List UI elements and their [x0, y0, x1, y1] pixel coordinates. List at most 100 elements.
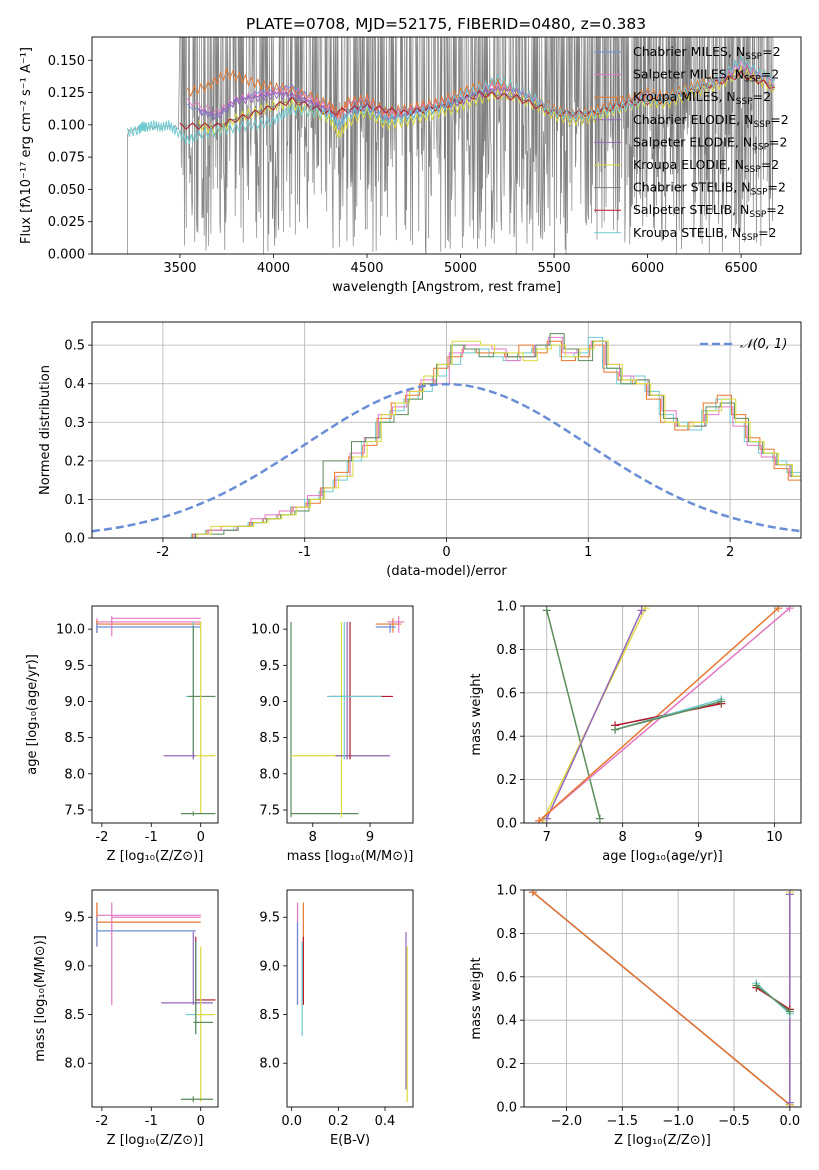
- y-tick-label: 9.0: [64, 695, 85, 710]
- x-axis-label: E(B-V): [330, 1133, 370, 1148]
- y-axis-label: Flux [fλ10⁻¹⁷ erg cm⁻² s⁻¹ A⁻¹]: [19, 47, 34, 244]
- weight-point: [752, 981, 761, 990]
- x-tick-label: 0: [442, 545, 450, 560]
- x-axis-label: Z [log₁₀(Z/Z⊙)]: [107, 1133, 204, 1148]
- y-tick-label: 8.0: [259, 767, 280, 782]
- model-line-5: [198, 64, 776, 138]
- y-tick-label: 0.2: [64, 454, 85, 469]
- y-tick-label: 0.0: [496, 1101, 517, 1116]
- weight-point: [785, 1007, 794, 1016]
- y-tick-label: 0.075: [48, 151, 85, 166]
- y-axis-label: age [log₁₀(age/yr)]: [25, 654, 40, 775]
- x-axis-label: Z [log₁₀(Z/Z⊙)]: [614, 1133, 711, 1148]
- y-tick-label: 0.1: [64, 493, 85, 508]
- y-tick-label: 0.4: [496, 1014, 517, 1029]
- axes-frame: [523, 889, 802, 1108]
- y-tick-label: 8.5: [64, 731, 85, 746]
- axes-frame: [91, 889, 219, 1108]
- gaussian-curve: [92, 382, 801, 533]
- axes-frame: [286, 605, 414, 824]
- mass-EBV-panel: 0.0 0.2 0.4 8.0 8.5 9.0 9.5 E(B-V): [259, 889, 414, 1148]
- y-tick-label: 10.0: [56, 623, 85, 638]
- x-tick-label: 0.2: [328, 1114, 349, 1129]
- model-line-2: [186, 53, 776, 121]
- y-tick-label: 0.8: [496, 927, 517, 942]
- y-tick-label: 9.0: [64, 959, 85, 974]
- legend-label: Kroupa ELODIE, NSSP=2: [633, 157, 779, 175]
- x-tick-label: 9: [694, 830, 702, 845]
- y-tick-label: 0.4: [64, 377, 85, 392]
- x-axis-label: age [log₁₀(age/yr)]: [602, 849, 723, 864]
- y-tick-label: 9.0: [259, 959, 280, 974]
- y-tick-label: 0.100: [48, 118, 85, 133]
- axes-frame: [91, 321, 802, 539]
- y-tick-label: 0.050: [48, 183, 85, 198]
- legend-label: Salpeter ELODIE, NSSP=2: [633, 134, 787, 152]
- x-tick-label: 10: [766, 830, 783, 845]
- x-tick-label: 1: [584, 545, 592, 560]
- y-tick-label: 8.0: [259, 1057, 280, 1072]
- legend-label: Salpeter STELIB, NSSP=2: [633, 202, 785, 220]
- legend-label: Chabrier STELIB, NSSP=2: [633, 180, 786, 198]
- weight-point: [535, 816, 544, 823]
- residual-histogram-4: [97, 340, 801, 538]
- age-mass-plot-area: [290, 616, 405, 818]
- residual-histogram-2: [94, 336, 801, 538]
- x-tick-label: -1: [145, 1114, 158, 1129]
- x-axis-label: wavelength [Angstrom, rest frame]: [332, 280, 561, 295]
- chart-title: PLATE=0708, MJD=52175, FIBERID=0480, z=0…: [246, 15, 646, 33]
- weight-point: [785, 890, 794, 899]
- y-axis-label: mass weight: [469, 957, 484, 1039]
- x-tick-label: 5000: [444, 261, 477, 276]
- y-tick-label: 0.2: [496, 773, 517, 788]
- x-tick-label: −0.5: [718, 1114, 750, 1129]
- weight-age-panel: 7 8 9 10 0.0 0.2 0.4 0.6 0.8 1.0 age [log₁₀(age/yr…: [469, 600, 802, 864]
- y-tick-label: 0.8: [496, 643, 517, 658]
- y-tick-label: 8.5: [64, 1008, 85, 1023]
- spectrum-plot-area: [108, 37, 776, 254]
- weight-point: [611, 725, 620, 734]
- residual-histogram-1: [93, 340, 801, 538]
- x-tick-label: -2: [156, 545, 169, 560]
- y-tick-label: 0.6: [496, 970, 517, 985]
- x-tick-label: 9: [366, 830, 374, 845]
- x-tick-label: −1.0: [662, 1114, 694, 1129]
- y-tick-label: 0.4: [496, 730, 517, 745]
- weight-age-plot-area: [535, 606, 794, 823]
- y-tick-label: 0.6: [496, 686, 517, 701]
- weight-Z-panel: −2.0 −1.5 −1.0 −0.5 0.0 0.0 0.2 0.4 0.6 0.8 1.0 Z […: [469, 884, 802, 1148]
- x-tick-label: 6500: [725, 261, 758, 276]
- legend-label: Kroupa MILES, NSSP=2: [633, 89, 771, 107]
- weight-line-2: [546, 609, 643, 820]
- y-tick-label: 9.0: [259, 695, 280, 710]
- x-tick-label: -1: [145, 830, 158, 845]
- x-tick-label: 6000: [631, 261, 664, 276]
- model-line-7: [179, 70, 775, 130]
- y-tick-label: 7.5: [64, 803, 85, 818]
- weight-line-2: [532, 891, 791, 1106]
- weight-point: [637, 606, 646, 615]
- y-tick-label: 0.150: [48, 54, 85, 69]
- spectrum-panel: PLATE=0708, MJD=52175, FIBERID=0480, z=0…: [19, 15, 802, 295]
- weight-line-7: [614, 700, 722, 731]
- x-axis-label: Z [log₁₀(Z/Z⊙)]: [107, 849, 204, 864]
- y-tick-label: 0.2: [496, 1057, 517, 1072]
- y-tick-label: 0.000: [48, 248, 85, 263]
- y-tick-label: 9.5: [64, 659, 85, 674]
- mass-Z-plot-area: [96, 902, 216, 1103]
- y-tick-label: 8.5: [259, 1008, 280, 1023]
- y-tick-label: 8.0: [64, 767, 85, 782]
- age-Z-panel: -2 -1 0 7.5 8.0 8.5 9.0 9.5 10.0 Z [log₁₀(Z/Z⊙)] a…: [25, 605, 219, 864]
- x-tick-label: 2: [726, 545, 734, 560]
- y-tick-label: 0.3: [64, 416, 85, 431]
- age-Z-plot-area: [96, 616, 216, 816]
- y-tick-label: 0.0: [64, 532, 85, 547]
- legend-label: Chabrier ELODIE, NSSP=2: [633, 112, 789, 130]
- y-axis-label: mass weight: [469, 673, 484, 755]
- y-axis-label: Normed distribution: [38, 365, 53, 495]
- axes-frame: [523, 605, 802, 824]
- weight-point: [641, 606, 650, 613]
- residual-histogram-0: [92, 336, 801, 538]
- legend-label: 𝒩(0, 1): [740, 337, 787, 352]
